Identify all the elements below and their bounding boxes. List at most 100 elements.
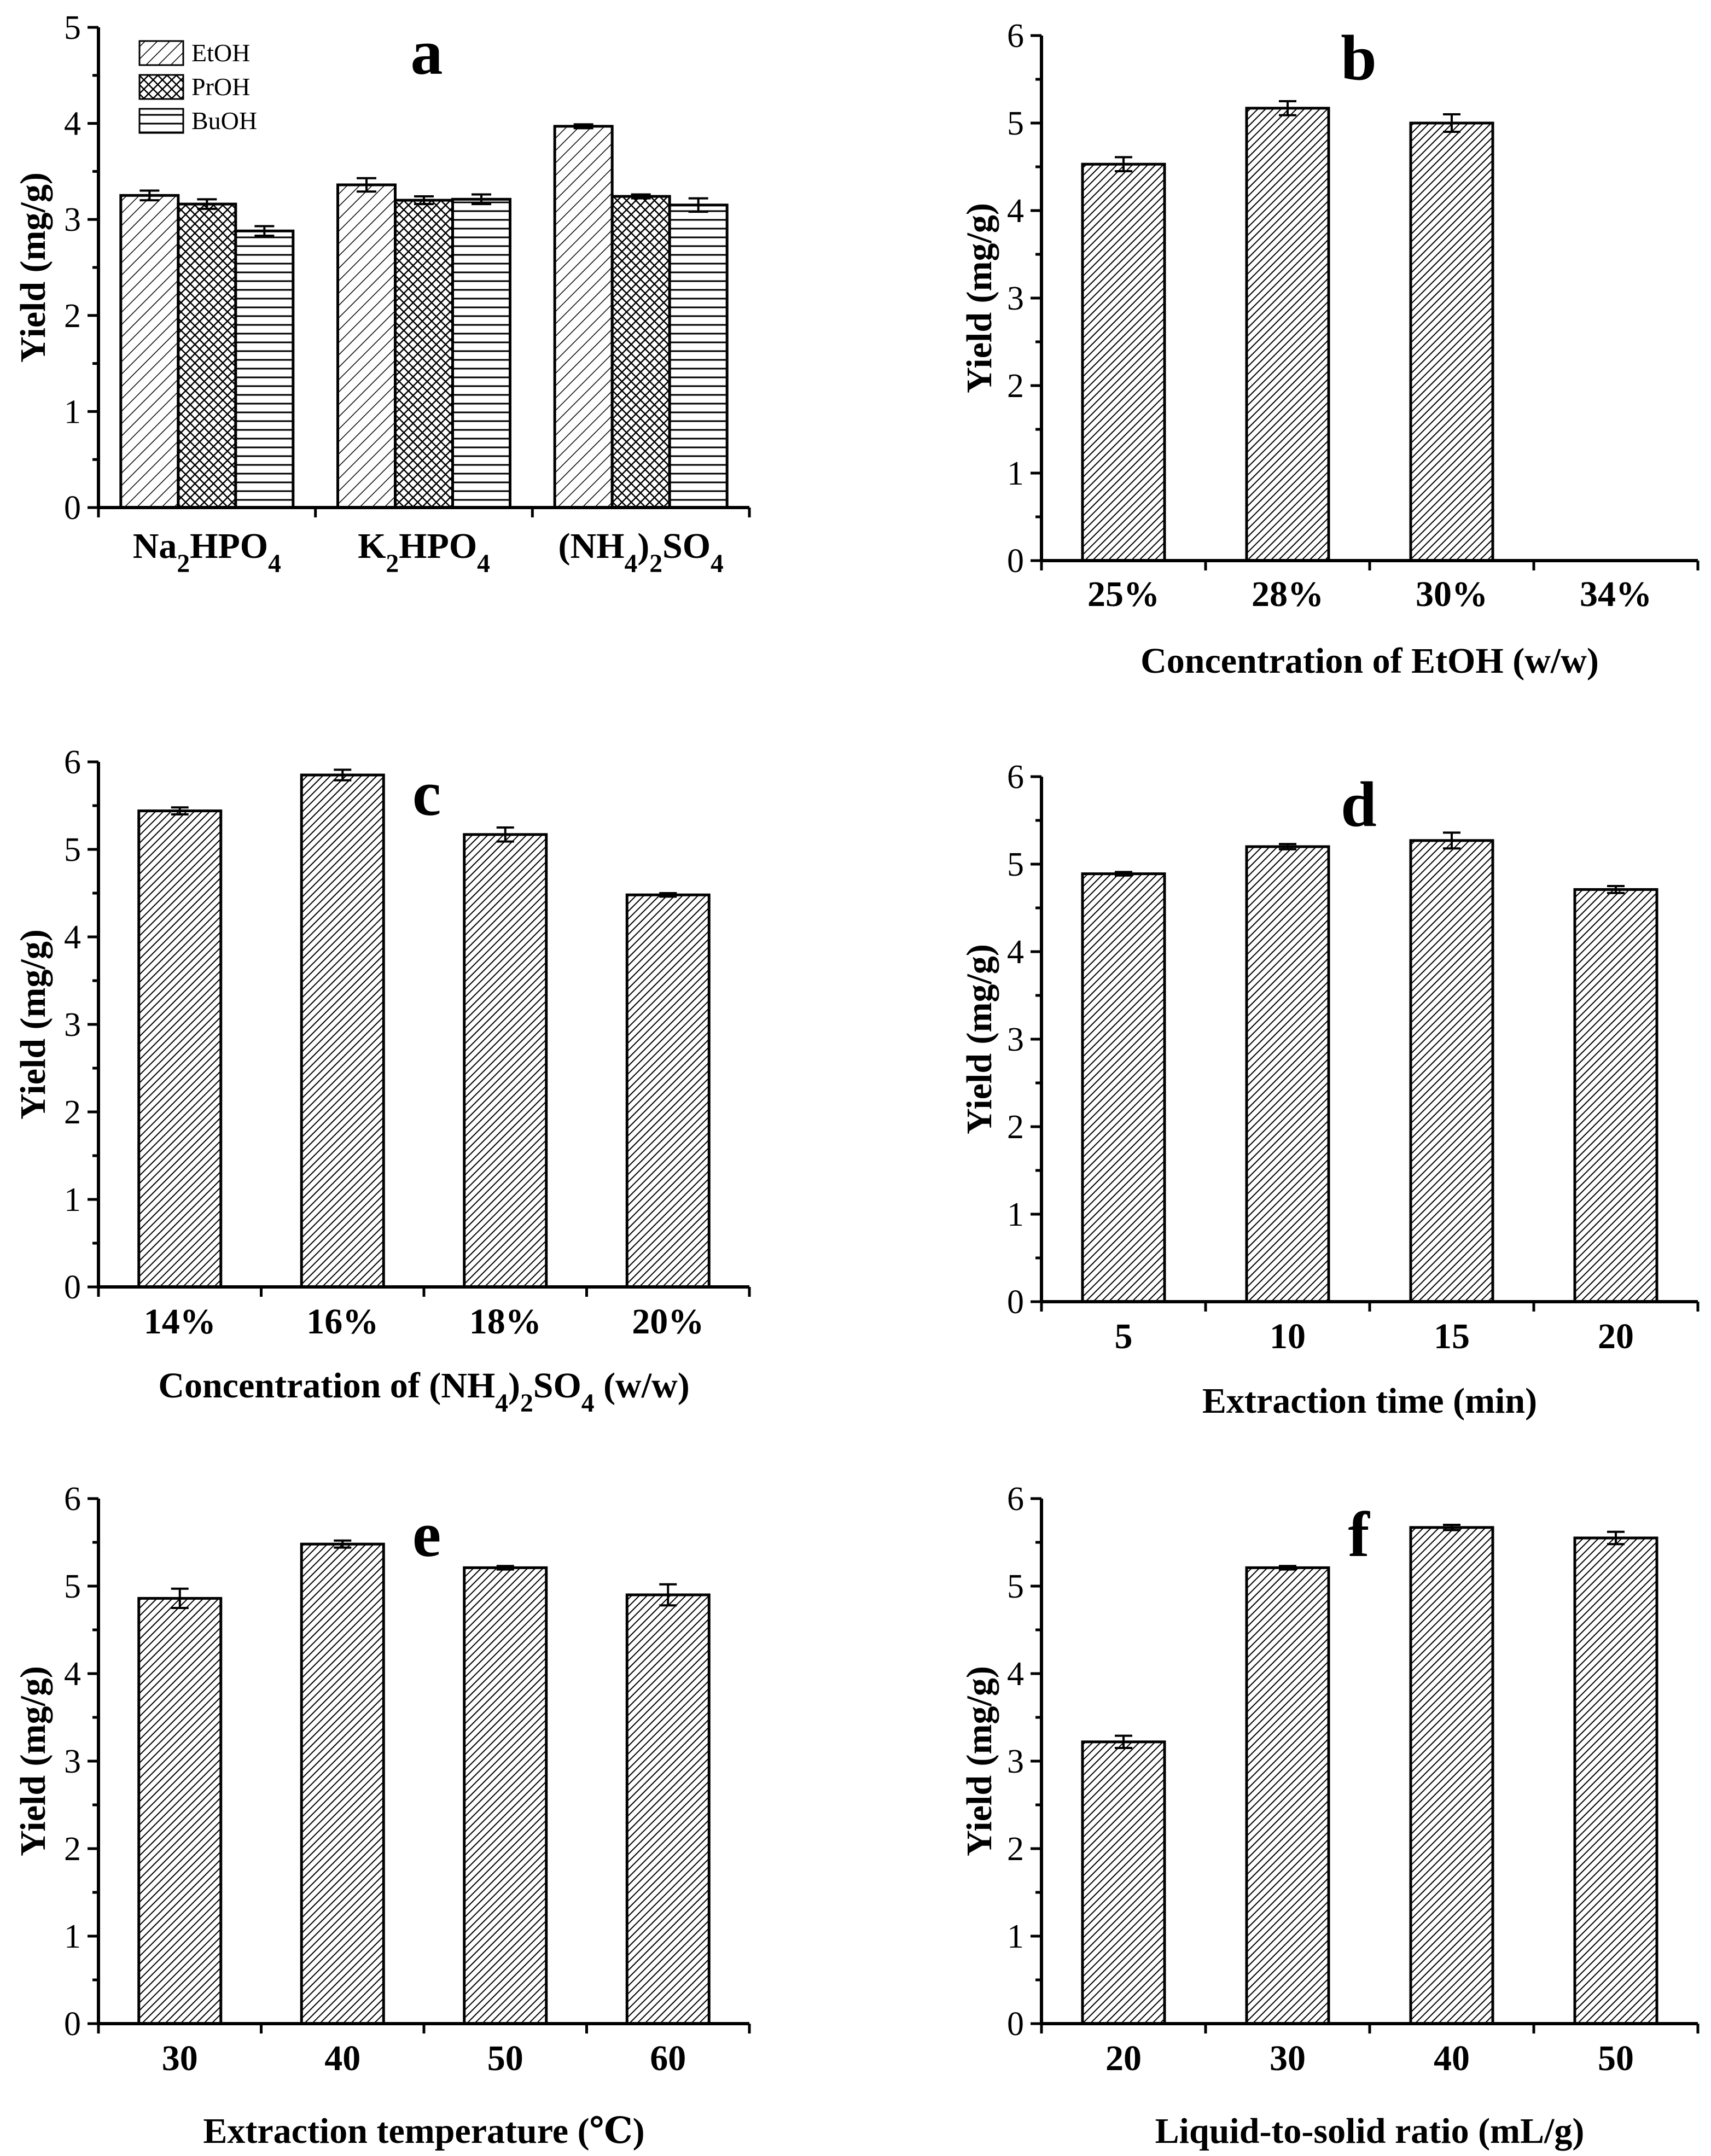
bar-proh-2 [610, 195, 671, 509]
y-tick-label: 1 [64, 393, 81, 430]
x-category-label: 15 [1434, 1316, 1470, 1356]
y-tick-label: 1 [1007, 455, 1024, 492]
error-bar-proh-0 [197, 198, 217, 210]
y-axis-title: Yield (mg/g) [13, 172, 53, 363]
bar-3 [625, 893, 711, 1289]
y-tick-label: 4 [64, 1656, 81, 1693]
chart-panel-f: 0 1 2 3 4 5 6 20 30 40 50 Yield (mg/g) Liquid-to-sol… [959, 1481, 1700, 2151]
x-category-label: 20 [1598, 1316, 1634, 1356]
y-tick-label: 0 [1007, 2006, 1024, 2043]
y-tick-label: 1 [64, 1181, 81, 1219]
y-tick-label: 1 [64, 1918, 81, 1955]
y-axis-title: Yield (mg/g) [959, 203, 999, 393]
x-category-label: 28% [1252, 574, 1324, 614]
bar-3 [1573, 888, 1658, 1303]
y-tick-label: 5 [1007, 1568, 1024, 1605]
x-category-label: 40 [1434, 2038, 1470, 2078]
y-tick-label: 3 [64, 1743, 81, 1780]
error-bar-etoh-1 [357, 177, 376, 193]
bar-buoh-2 [668, 203, 729, 509]
error-bar-etoh-0 [139, 189, 160, 202]
bar-buoh-0 [234, 229, 295, 509]
y-tick-label: 6 [1007, 18, 1024, 55]
error-bar-2 [1443, 113, 1460, 133]
y-tick-label: 2 [1007, 368, 1024, 405]
bar-etoh-1 [336, 183, 397, 509]
chart-panel-a: 0 1 2 3 4 5 Na2HPO4 K2HPO4 (NH4)2SO4 Yield (mg/g)… [13, 9, 751, 578]
x-category-label: 14% [144, 1302, 216, 1342]
y-tick-label: 2 [64, 1094, 81, 1131]
y-tick-label: 5 [64, 1568, 81, 1605]
y-axis-title: Yield (mg/g) [13, 1666, 53, 1856]
bar-0 [137, 809, 223, 1289]
chart-panel-e: 0 1 2 3 4 5 6 30 40 50 60 Yield (mg/g) Extraction te… [13, 1481, 751, 2151]
panel-letter: b [1341, 22, 1377, 94]
bar-1 [1245, 107, 1330, 562]
error-bar-0 [171, 1587, 189, 1609]
panel-letter: d [1341, 768, 1377, 840]
bar-2 [463, 1566, 548, 2025]
y-tick-label: 2 [1007, 1831, 1024, 1868]
bar-2 [1409, 121, 1494, 562]
y-tick-label: 4 [1007, 1656, 1024, 1693]
y-axis-title: Yield (mg/g) [959, 1666, 999, 1856]
bar-2 [463, 833, 548, 1289]
x-category-label: 25% [1087, 574, 1160, 614]
bar-1 [1245, 1566, 1330, 2025]
x-category-label: 60 [650, 2038, 686, 2078]
error-bar-buoh-1 [472, 193, 491, 206]
error-bar-3 [1607, 1530, 1625, 1546]
x-category-label: K2HPO4 [358, 526, 490, 578]
y-tick-label: 3 [1007, 1021, 1024, 1058]
legend-label-proh: PrOH [191, 73, 250, 101]
bar-0 [1081, 162, 1166, 562]
error-bar-0 [171, 806, 189, 815]
chart-panel-c: 0 1 2 3 4 5 6 14% 16% 18% 20% Yield (mg/g) Concentra… [13, 744, 751, 1418]
y-axis-title: Yield (mg/g) [13, 929, 53, 1120]
x-category-label: 5 [1115, 1316, 1133, 1356]
error-bar-buoh-0 [254, 225, 275, 237]
x-category-label: Na2HPO4 [133, 526, 281, 578]
x-category-label: 30 [1270, 2038, 1306, 2078]
y-tick-label: 6 [64, 1481, 81, 1518]
x-category-label: 50 [1598, 2038, 1634, 2078]
error-bar-2 [496, 1565, 514, 1571]
y-tick-label: 3 [1007, 1743, 1024, 1780]
x-category-label: 16% [306, 1302, 379, 1342]
chart-panel-d: 0 1 2 3 4 5 6 5 10 15 20 Yield (mg/g) Extraction tim… [959, 759, 1700, 1421]
y-tick-label: 2 [64, 298, 81, 335]
x-category-label: 40 [324, 2038, 360, 2078]
error-bar-2 [1443, 831, 1460, 850]
y-tick-label: 3 [64, 201, 81, 238]
y-tick-label: 4 [64, 919, 81, 956]
x-axis-title: Liquid-to-solid ratio (mL/g) [1155, 2111, 1585, 2151]
error-bar-1 [334, 1539, 352, 1549]
bar-1 [1245, 845, 1330, 1303]
x-axis-title: Concentration of (NH4)2SO4 (w/w) [158, 1366, 689, 1418]
y-tick-label: 1 [1007, 1196, 1024, 1233]
error-bar-2 [496, 826, 514, 843]
y-tick-label: 0 [64, 1269, 81, 1306]
error-bar-proh-2 [631, 193, 651, 200]
x-category-label: 18% [469, 1302, 542, 1342]
bar-1 [300, 773, 385, 1289]
bar-0 [137, 1596, 223, 2025]
error-bar-buoh-2 [688, 197, 708, 213]
panel-letter: a [411, 16, 443, 88]
x-axis-title: Concentration of EtOH (w/w) [1140, 641, 1599, 681]
x-category-label: 34% [1580, 574, 1652, 614]
y-tick-label: 4 [1007, 934, 1024, 971]
x-category-label: 50 [487, 2038, 523, 2078]
bar-2 [1409, 1526, 1494, 2025]
panel-letter: f [1348, 1499, 1370, 1570]
bar-etoh-2 [553, 125, 614, 509]
panel-letter: c [412, 757, 441, 829]
error-bar-0 [1115, 156, 1132, 172]
x-category-label: 20 [1105, 2038, 1142, 2078]
y-axis-title: Yield (mg/g) [959, 944, 999, 1134]
y-tick-label: 2 [64, 1831, 81, 1868]
x-category-label: 30 [162, 2038, 198, 2078]
legend-swatch-etoh [138, 40, 184, 66]
y-tick-label: 6 [1007, 759, 1024, 796]
